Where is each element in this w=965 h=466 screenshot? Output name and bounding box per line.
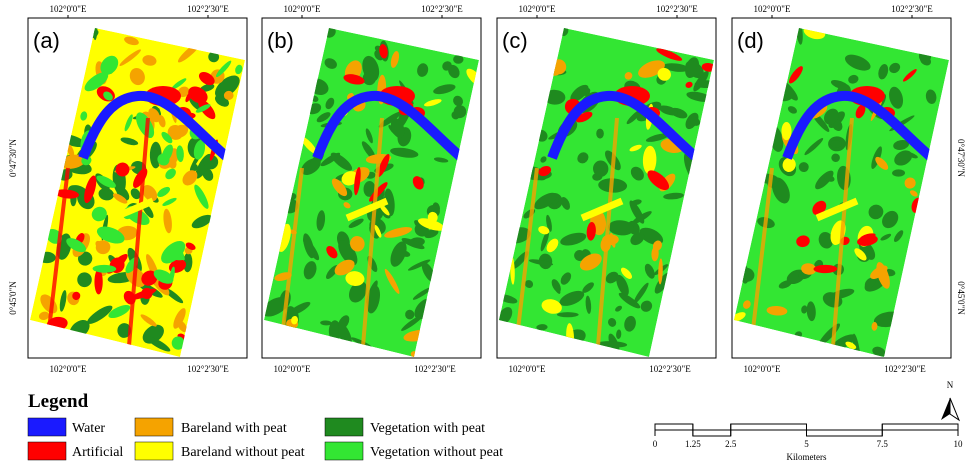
legend-label: Bareland with peat	[181, 421, 287, 436]
north-arrow	[941, 398, 959, 420]
scale-segment	[882, 424, 958, 430]
lat-label-right: 0°45'0"N	[956, 281, 965, 315]
scale-label: 1.25	[685, 439, 701, 449]
lon-label-top: 102°2'30"E	[187, 4, 229, 14]
lat-label-left: 0°47'30"N	[8, 139, 18, 177]
scale-label: 10	[954, 439, 964, 449]
legend-label: Vegetation without peat	[370, 445, 503, 460]
legend-label: Vegetation with peat	[370, 421, 485, 436]
legend-label: Bareland without peat	[181, 445, 305, 460]
lon-label-bottom: 102°0'0"E	[744, 364, 781, 374]
lon-label-top: 102°0'0"E	[754, 4, 791, 14]
legend-title: Legend	[28, 391, 89, 412]
legend-swatch	[28, 442, 66, 460]
land-patch	[557, 312, 579, 317]
lon-label-top: 102°0'0"E	[519, 4, 556, 14]
scale-segment	[807, 430, 883, 436]
lon-label-top: 102°2'30"E	[656, 4, 698, 14]
lon-label-bottom: 102°2'30"E	[187, 364, 229, 374]
figure: Legend N (a) 102°0'0"E 102°0'0"E 102°2'30"E…	[0, 0, 965, 466]
land-patch	[94, 269, 102, 294]
scale-label: 0	[653, 439, 658, 449]
legend-swatch	[325, 418, 363, 436]
lon-label-top: 102°2'30"E	[891, 4, 933, 14]
legend-label: Water	[72, 421, 105, 436]
lon-label-bottom: 102°2'30"E	[414, 364, 456, 374]
map-panel: (b)	[259, 18, 486, 358]
panel-label: (a)	[33, 28, 60, 53]
lon-label-bottom: 102°2'30"E	[884, 364, 926, 374]
lon-label-bottom: 102°2'30"E	[649, 364, 691, 374]
lon-label-top: 102°2'30"E	[421, 4, 463, 14]
map-panel: (d)	[730, 18, 951, 363]
lon-label-top: 102°0'0"E	[284, 4, 321, 14]
panel-label: (d)	[737, 28, 764, 53]
scale-segment	[693, 430, 731, 436]
scale-label: 2.5	[725, 439, 737, 449]
legend-swatch	[135, 418, 173, 436]
scale-label: 5	[804, 439, 809, 449]
legend-swatch	[325, 442, 363, 460]
map-panel: (a)	[28, 18, 247, 358]
scale-unit: Kilometers	[787, 452, 827, 462]
map-panel: (c)	[494, 18, 718, 358]
land-patch	[596, 129, 604, 139]
scale-label: 7.5	[877, 439, 889, 449]
north-label: N	[947, 380, 954, 390]
scale-segment	[655, 424, 693, 430]
panel-label: (b)	[267, 28, 294, 53]
lon-label-bottom: 102°0'0"E	[274, 364, 311, 374]
lon-label-top: 102°0'0"E	[50, 4, 87, 14]
lat-label-left: 0°45'0"N	[8, 281, 18, 315]
scale-segment	[731, 424, 807, 430]
lon-label-bottom: 102°0'0"E	[50, 364, 87, 374]
lat-label-right: 0°47'30"N	[956, 139, 965, 177]
legend-swatch	[135, 442, 173, 460]
panel-label: (c)	[502, 28, 528, 53]
lon-label-bottom: 102°0'0"E	[509, 364, 546, 374]
legend-label: Artificial	[72, 445, 123, 460]
legend-swatch	[28, 418, 66, 436]
